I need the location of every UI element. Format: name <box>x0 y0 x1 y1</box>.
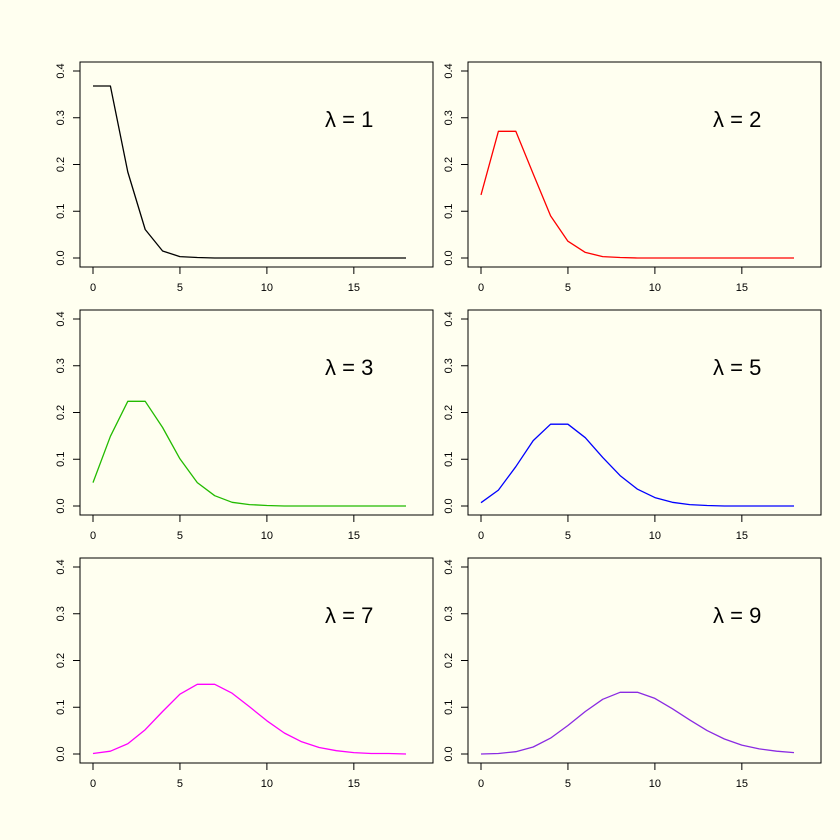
series-line <box>92 683 407 755</box>
y-tick-label: 0.0 <box>443 250 455 265</box>
y-tick-label: 0.4 <box>443 311 455 326</box>
panel-2: 0 5 10 15 0.0 0.1 0.2 0.3 0.4 λ = 2 <box>443 61 822 294</box>
y-tick-label: 0.3 <box>443 358 455 373</box>
x-tick-label: 5 <box>565 282 571 294</box>
panel-3: 0 5 10 15 0.0 0.1 0.2 0.3 0.4 λ = 3 <box>55 309 434 542</box>
y-tick-label: 0.4 <box>55 63 67 78</box>
y-tick-label: 0.0 <box>443 498 455 513</box>
x-tick-label: 5 <box>177 282 183 294</box>
y-tick-label: 0.4 <box>443 559 455 574</box>
plot-frame <box>467 309 822 516</box>
y-tick-label: 0.4 <box>55 559 67 574</box>
y-tick-label: 0.1 <box>443 204 455 219</box>
x-tick-label: 15 <box>348 778 360 790</box>
x-tick-label: 15 <box>348 282 360 294</box>
lambda-label: λ = 1 <box>325 107 373 132</box>
y-tick-label: 0.3 <box>443 606 455 621</box>
series-line <box>480 691 795 755</box>
x-tick-label: 0 <box>90 778 96 790</box>
panel-1: 0 5 10 15 0.0 0.1 0.2 0.3 0.4 λ = 1 <box>55 61 434 294</box>
y-tick-label: 0.4 <box>55 311 67 326</box>
x-tick-label: 10 <box>649 530 661 542</box>
y-tick-label: 0.0 <box>55 746 67 761</box>
plot-frame <box>79 557 434 764</box>
y-tick-label: 0.1 <box>443 700 455 715</box>
y-tick-label: 0.2 <box>55 653 67 668</box>
x-tick-label: 10 <box>261 778 273 790</box>
lambda-label: λ = 9 <box>713 603 761 628</box>
y-tick-label: 0.0 <box>55 250 67 265</box>
y-tick-label: 0.3 <box>55 606 67 621</box>
panel-4: 0 5 10 15 0.0 0.1 0.2 0.3 0.4 λ = 5 <box>443 309 822 542</box>
x-tick-label: 0 <box>90 282 96 294</box>
x-tick-label: 10 <box>649 282 661 294</box>
x-tick-label: 15 <box>736 530 748 542</box>
plot-frame <box>467 557 822 764</box>
y-tick-label: 0.0 <box>55 498 67 513</box>
y-tick-label: 0.2 <box>443 157 455 172</box>
y-tick-label: 0.4 <box>443 63 455 78</box>
x-tick-label: 0 <box>478 530 484 542</box>
x-tick-label: 15 <box>348 530 360 542</box>
lambda-label: λ = 5 <box>713 355 761 380</box>
y-tick-label: 0.1 <box>55 700 67 715</box>
y-tick-label: 0.2 <box>55 405 67 420</box>
y-tick-label: 0.1 <box>55 204 67 219</box>
y-tick-label: 0.3 <box>55 110 67 125</box>
y-tick-label: 0.2 <box>55 157 67 172</box>
plot-frame <box>79 309 434 516</box>
series-line <box>480 130 794 259</box>
x-tick-label: 10 <box>261 530 273 542</box>
plot-frame <box>467 61 822 268</box>
y-tick-label: 0.1 <box>443 452 455 467</box>
x-tick-label: 10 <box>261 282 273 294</box>
x-tick-label: 0 <box>478 778 484 790</box>
lambda-label: λ = 2 <box>713 107 761 132</box>
x-tick-label: 0 <box>90 530 96 542</box>
y-tick-label: 0.0 <box>443 746 455 761</box>
panel-5: 0 5 10 15 0.0 0.1 0.2 0.3 0.4 λ = 7 <box>55 557 434 790</box>
y-tick-label: 0.3 <box>55 358 67 373</box>
series-line <box>480 423 794 507</box>
y-tick-label: 0.2 <box>443 405 455 420</box>
x-tick-label: 5 <box>177 530 183 542</box>
lambda-label: λ = 7 <box>325 603 373 628</box>
plot-frame <box>79 61 434 268</box>
x-tick-label: 5 <box>565 530 571 542</box>
series-line <box>92 400 406 507</box>
x-tick-label: 5 <box>177 778 183 790</box>
x-tick-label: 0 <box>478 282 484 294</box>
x-tick-label: 15 <box>736 778 748 790</box>
panel-6: 0 5 10 15 0.0 0.1 0.2 0.3 0.4 λ = 9 <box>443 557 822 790</box>
y-tick-label: 0.1 <box>55 452 67 467</box>
x-tick-label: 15 <box>736 282 748 294</box>
series-line <box>93 85 406 259</box>
x-tick-label: 5 <box>565 778 571 790</box>
y-tick-label: 0.2 <box>443 653 455 668</box>
x-tick-label: 10 <box>649 778 661 790</box>
lambda-label: λ = 3 <box>325 355 373 380</box>
y-tick-label: 0.3 <box>443 110 455 125</box>
